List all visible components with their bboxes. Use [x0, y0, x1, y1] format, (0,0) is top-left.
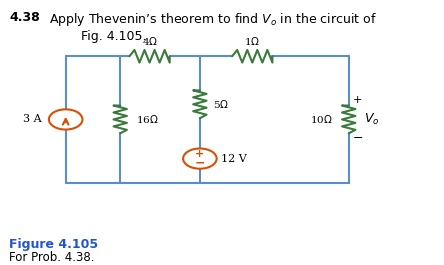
Circle shape	[183, 148, 217, 169]
Text: 16$\Omega$: 16$\Omega$	[136, 113, 159, 125]
Text: +: +	[353, 95, 363, 105]
Text: −: −	[194, 156, 205, 169]
Text: 10$\Omega$: 10$\Omega$	[310, 113, 333, 125]
Text: For Prob. 4.38.: For Prob. 4.38.	[9, 251, 95, 264]
Text: +: +	[195, 149, 205, 159]
Text: $V_o$: $V_o$	[364, 112, 380, 127]
Circle shape	[49, 109, 83, 130]
Text: −: −	[353, 132, 363, 145]
Text: 4.38: 4.38	[9, 11, 40, 24]
Text: 12 V: 12 V	[221, 154, 246, 164]
Text: Apply Thevenin’s theorem to find $V_o$ in the circuit of
        Fig. 4.105.: Apply Thevenin’s theorem to find $V_o$ i…	[49, 11, 377, 43]
Text: 4$\Omega$: 4$\Omega$	[142, 35, 158, 47]
Text: Figure 4.105: Figure 4.105	[9, 238, 98, 251]
Text: 1$\Omega$: 1$\Omega$	[244, 35, 260, 47]
Text: 3 A: 3 A	[23, 114, 41, 125]
Text: 5$\Omega$: 5$\Omega$	[213, 98, 229, 110]
